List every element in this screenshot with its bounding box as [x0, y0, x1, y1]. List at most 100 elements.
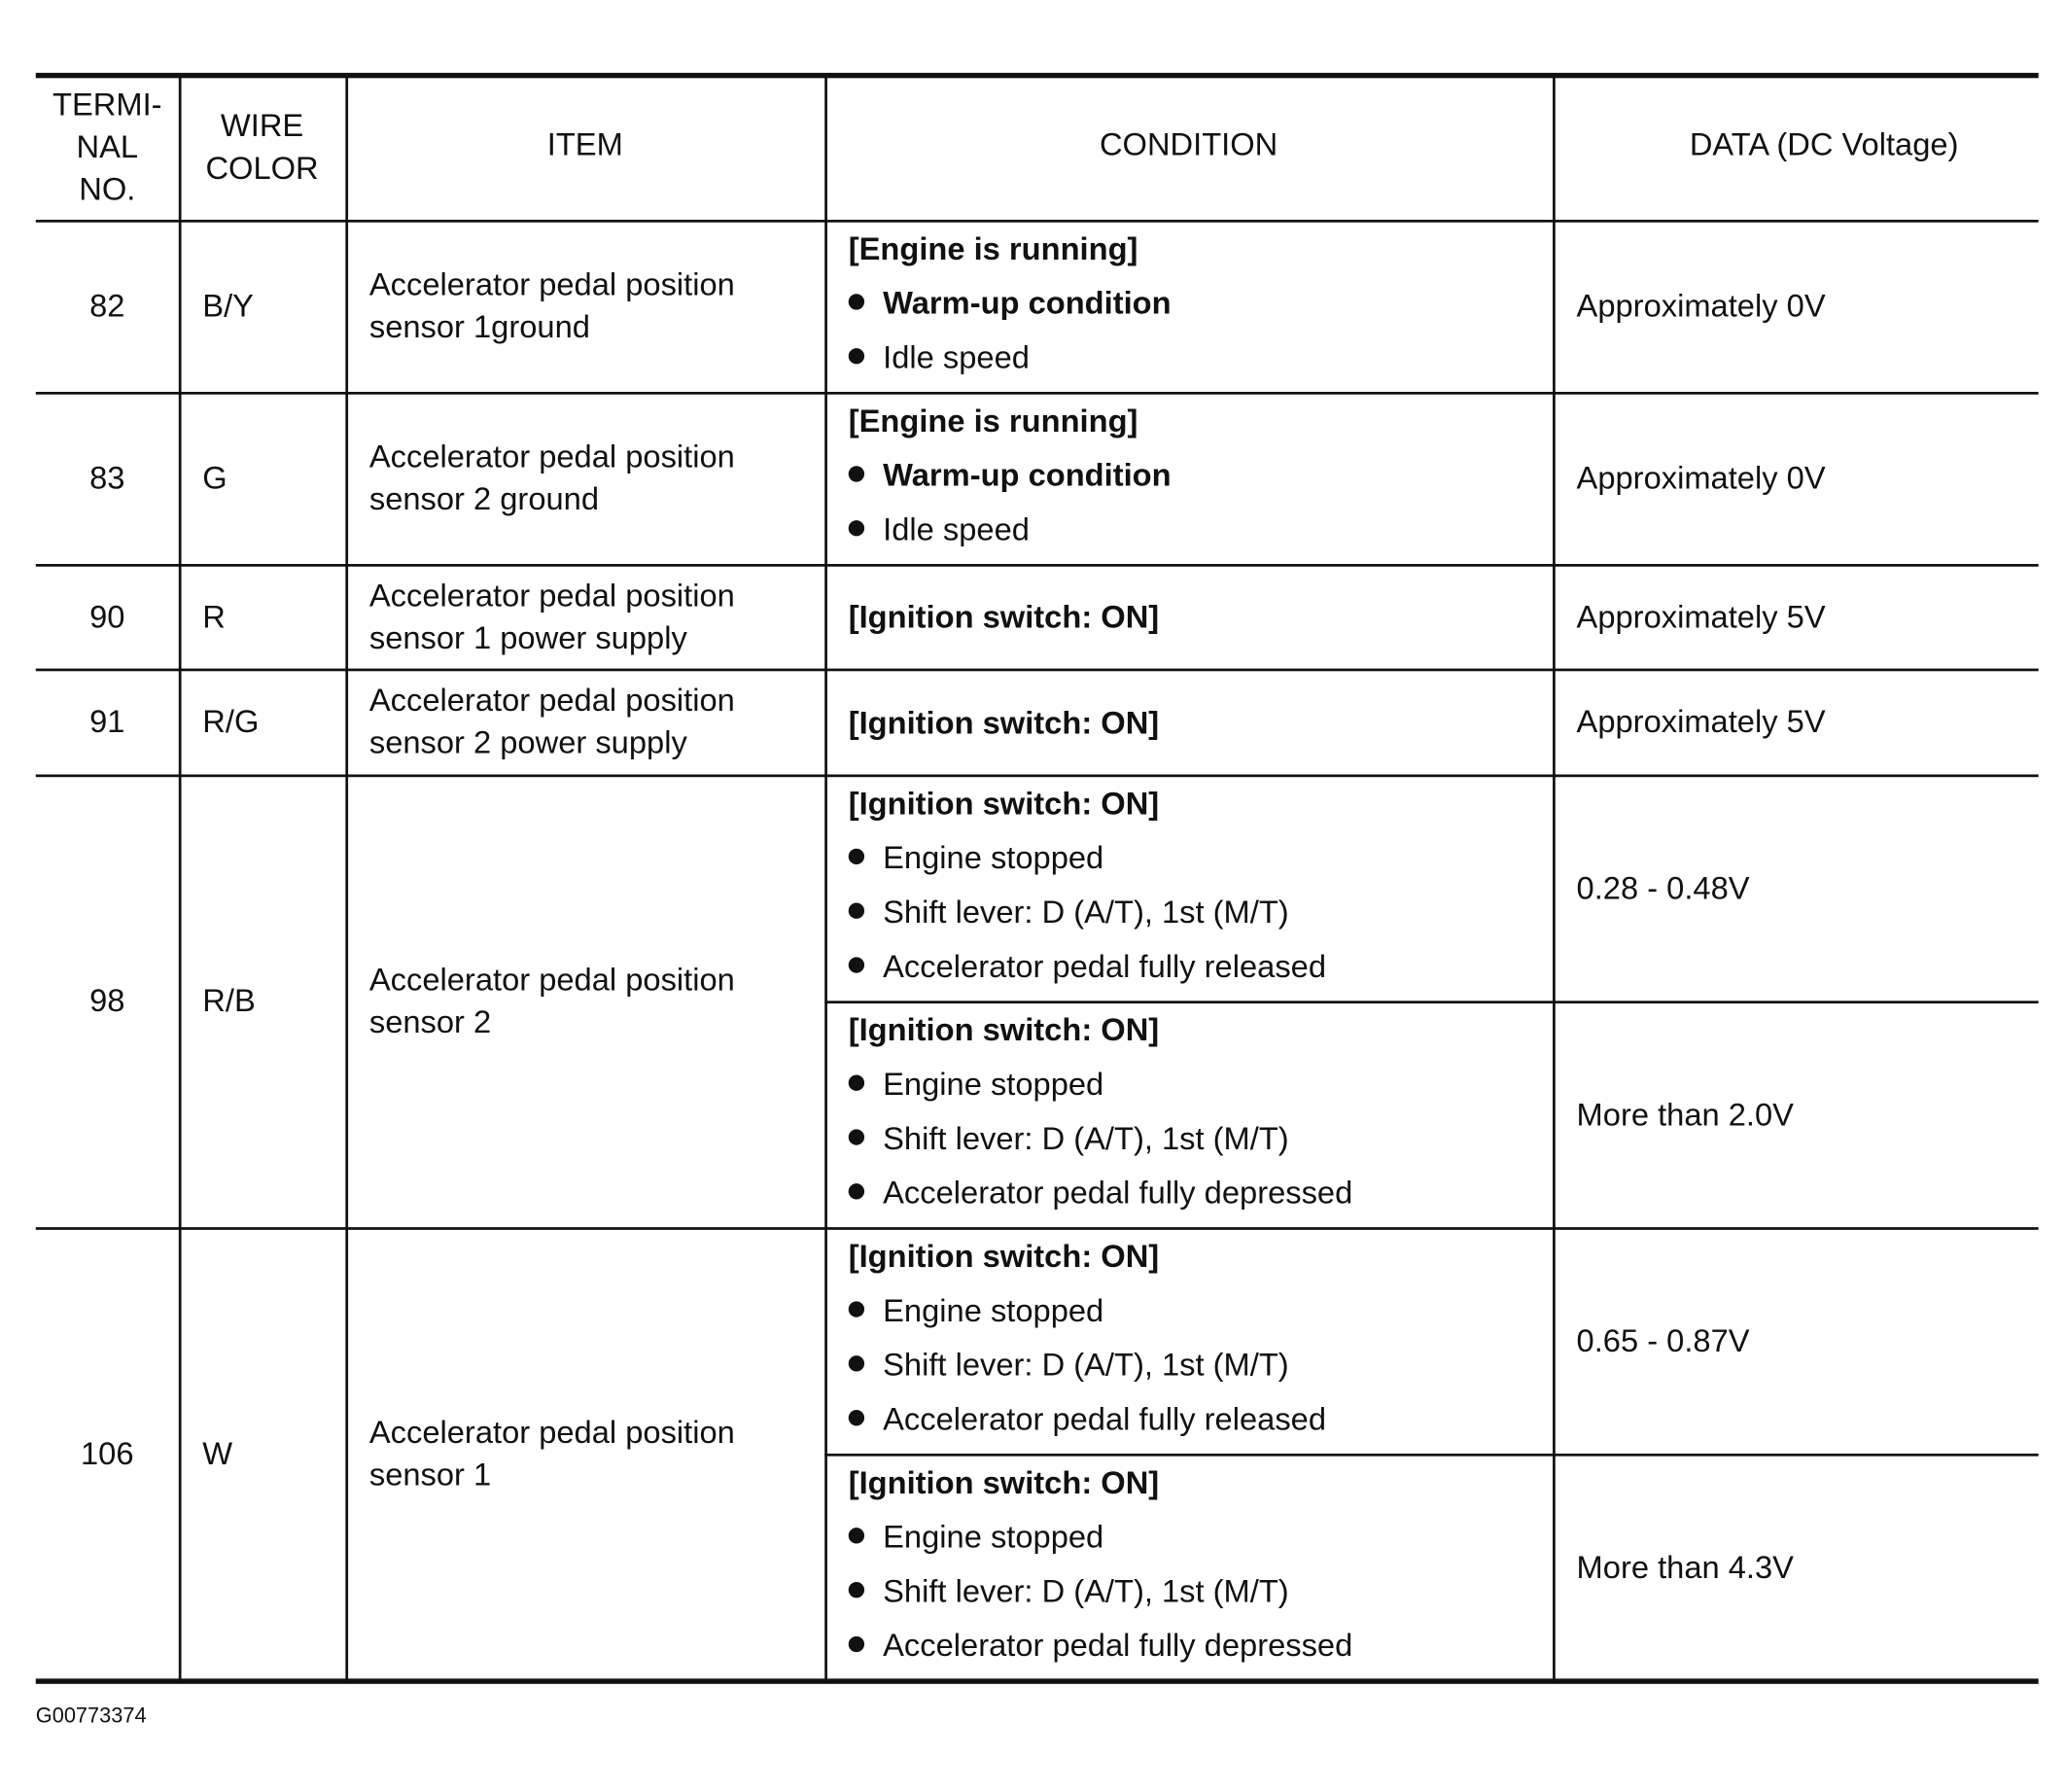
condition-bullet: Shift lever: D (A/T), 1st (M/T)	[848, 1338, 1553, 1392]
bullet-text: Shift lever: D (A/T), 1st (M/T)	[883, 1573, 1289, 1609]
header-condition: CONDITION	[1099, 126, 1278, 162]
bullet-text: Engine stopped	[883, 1066, 1104, 1103]
condition-bullet: Idle speed	[848, 331, 1553, 385]
header-item: ITEM	[546, 126, 623, 162]
condition-title: [Ignition switch: ON]	[848, 1464, 1160, 1501]
terminal-no: 91	[89, 704, 125, 741]
bullet-text: Idle speed	[883, 339, 1030, 375]
item-description: Accelerator pedal position sensor 1 powe…	[368, 578, 735, 656]
bullet-icon	[848, 1355, 865, 1372]
column-divider	[1553, 75, 1556, 1682]
condition-title: [Ignition switch: ON]	[848, 1238, 1160, 1275]
bullet-icon	[848, 294, 865, 310]
condition-bullet: Warm-up condition	[848, 448, 1553, 503]
dc-voltage-value: More than 2.0V	[1576, 1097, 1794, 1133]
condition-block: [Ignition switch: ON]	[824, 590, 1553, 645]
dc-voltage-value: Approximately 5V	[1576, 599, 1826, 635]
bullet-icon	[848, 1528, 865, 1544]
condition-block: [Engine is running] Warm-up condition Idle…	[824, 394, 1553, 556]
bullet-text: Accelerator pedal fully depressed	[883, 1175, 1353, 1212]
bullet-text: Accelerator pedal fully released	[883, 1401, 1327, 1437]
dc-voltage-value: 0.28 - 0.48V	[1576, 870, 1750, 906]
condition-block: [Ignition switch: ON] Engine stopped Shift…	[824, 1456, 1553, 1672]
sub-row-divider	[824, 1001, 2039, 1003]
bullet-icon	[848, 520, 865, 537]
condition-bullet: Engine stopped	[848, 1057, 1553, 1111]
condition-bullet: Accelerator pedal fully released	[848, 1392, 1553, 1447]
header-data: DATA (DC Voltage)	[1689, 126, 1959, 162]
bullet-text: Engine stopped	[883, 1519, 1104, 1556]
dc-voltage-value: Approximately 0V	[1576, 288, 1826, 325]
bullet-icon	[848, 1582, 865, 1599]
dc-voltage-value: More than 4.3V	[1576, 1549, 1794, 1586]
bullet-text: Warm-up condition	[883, 457, 1172, 494]
terminal-no: 106	[81, 1436, 134, 1472]
dc-voltage-value: Approximately 0V	[1576, 460, 1826, 497]
bullet-text: Warm-up condition	[883, 285, 1172, 322]
bullet-text: Engine stopped	[883, 839, 1104, 876]
bullet-text: Shift lever: D (A/T), 1st (M/T)	[883, 894, 1289, 931]
bullet-icon	[848, 848, 865, 865]
row-divider	[35, 774, 2039, 778]
dc-voltage-value: Approximately 5V	[1576, 704, 1826, 741]
sub-row-divider	[824, 1453, 2039, 1456]
bullet-icon	[848, 902, 865, 920]
column-divider	[824, 75, 827, 1682]
condition-title: [Ignition switch: ON]	[848, 599, 1160, 636]
wire-color: B/Y	[202, 288, 254, 325]
item-description: Accelerator pedal position sensor 1	[368, 1415, 735, 1493]
row-divider	[35, 220, 2039, 223]
condition-block: [Engine is running] Warm-up condition Idle…	[824, 222, 1553, 384]
row-divider	[35, 668, 2039, 672]
bullet-icon	[848, 1410, 865, 1426]
figure-id: G00773374	[35, 1704, 147, 1728]
bullet-text: Accelerator pedal fully released	[883, 948, 1327, 985]
wire-color: R	[202, 599, 226, 635]
terminal-no: 82	[89, 288, 125, 325]
condition-bullet: Engine stopped	[848, 1283, 1553, 1338]
header-terminal-no: TERMI- NAL NO.	[52, 87, 162, 208]
condition-bullet: Engine stopped	[848, 1510, 1553, 1564]
column-divider	[345, 75, 348, 1682]
condition-title: [Engine is running]	[848, 403, 1138, 439]
row-divider	[35, 392, 2039, 395]
condition-block: [Ignition switch: ON] Engine stopped Shift…	[824, 1229, 1553, 1446]
condition-bullet: Engine stopped	[848, 830, 1553, 885]
terminal-no: 98	[89, 983, 125, 1020]
item-description: Accelerator pedal position sensor 2 powe…	[368, 683, 735, 761]
wire-color: W	[202, 1436, 233, 1472]
header-wire-color: WIRE COLOR	[205, 108, 319, 187]
bullet-icon	[848, 1301, 865, 1318]
table-bottom-rule	[35, 1678, 2039, 1684]
condition-bullet: Accelerator pedal fully released	[848, 939, 1553, 994]
bullet-icon	[848, 466, 865, 482]
item-description: Accelerator pedal position sensor 1groun…	[368, 267, 735, 346]
bullet-icon	[848, 348, 865, 365]
bullet-text: Shift lever: D (A/T), 1st (M/T)	[883, 1347, 1289, 1384]
condition-title: [Ignition switch: ON]	[848, 704, 1160, 741]
condition-bullet: Accelerator pedal fully depressed	[848, 1618, 1553, 1672]
bullet-icon	[848, 1129, 865, 1145]
condition-bullet: Accelerator pedal fully depressed	[848, 1166, 1553, 1220]
condition-bullet: Shift lever: D (A/T), 1st (M/T)	[848, 885, 1553, 939]
bullet-icon	[848, 1636, 865, 1653]
wire-color: G	[202, 460, 228, 497]
bullet-text: Idle speed	[883, 511, 1030, 547]
row-divider	[35, 563, 2039, 567]
row-divider	[35, 1227, 2039, 1230]
wire-color: R/B	[202, 983, 256, 1020]
bullet-icon	[848, 1183, 865, 1200]
bullet-text: Accelerator pedal fully depressed	[883, 1627, 1353, 1664]
item-description: Accelerator pedal position sensor 2	[368, 962, 735, 1041]
condition-block: [Ignition switch: ON]	[824, 695, 1553, 750]
dc-voltage-value: 0.65 - 0.87V	[1576, 1322, 1750, 1359]
condition-title: [Ignition switch: ON]	[848, 1011, 1160, 1048]
bullet-text: Shift lever: D (A/T), 1st (M/T)	[883, 1120, 1289, 1157]
condition-title: [Ignition switch: ON]	[848, 786, 1160, 822]
condition-block: [Ignition switch: ON] Engine stopped Shift…	[824, 777, 1553, 994]
item-description: Accelerator pedal position sensor 2 grou…	[368, 439, 735, 518]
condition-bullet: Shift lever: D (A/T), 1st (M/T)	[848, 1564, 1553, 1619]
bullet-text: Engine stopped	[883, 1292, 1104, 1329]
condition-title: [Engine is running]	[848, 230, 1138, 267]
